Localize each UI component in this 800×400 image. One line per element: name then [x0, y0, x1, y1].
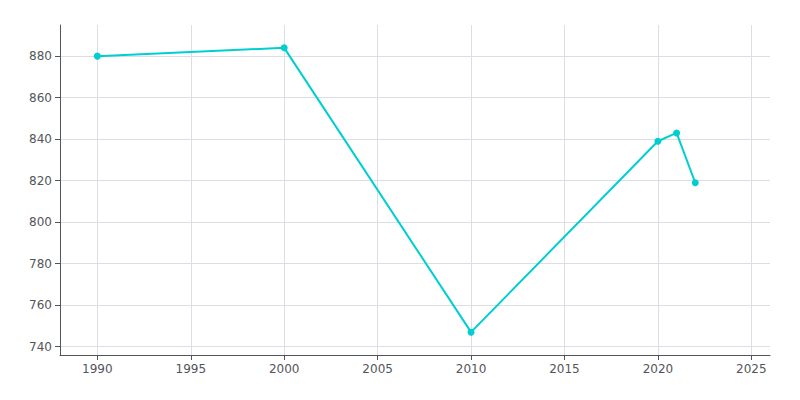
- svg-text:2020: 2020: [643, 362, 674, 376]
- svg-text:780: 780: [29, 257, 52, 271]
- svg-text:860: 860: [29, 91, 52, 105]
- svg-text:760: 760: [29, 298, 52, 312]
- svg-text:1990: 1990: [82, 362, 113, 376]
- svg-text:880: 880: [29, 49, 52, 63]
- svg-text:2010: 2010: [456, 362, 487, 376]
- svg-text:2000: 2000: [269, 362, 300, 376]
- svg-text:840: 840: [29, 132, 52, 146]
- svg-text:1995: 1995: [176, 362, 207, 376]
- svg-text:740: 740: [29, 340, 52, 354]
- svg-text:820: 820: [29, 174, 52, 188]
- svg-text:2005: 2005: [362, 362, 393, 376]
- svg-text:2025: 2025: [736, 362, 767, 376]
- svg-text:2015: 2015: [549, 362, 580, 376]
- svg-text:800: 800: [29, 215, 52, 229]
